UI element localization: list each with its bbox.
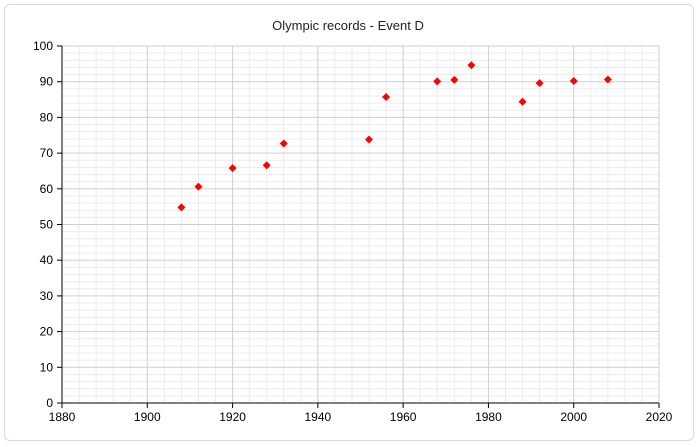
data-point xyxy=(569,76,578,85)
y-tick-label: 60 xyxy=(40,182,54,196)
data-point xyxy=(450,75,459,84)
x-tick-label: 1900 xyxy=(134,410,161,424)
x-tick-label: 1960 xyxy=(390,410,417,424)
data-points xyxy=(177,61,612,212)
y-tick-label: 10 xyxy=(40,360,54,374)
y-tick-label: 50 xyxy=(40,218,54,232)
chart-title: Olympic records - Event D xyxy=(272,18,424,33)
data-point xyxy=(467,61,476,70)
grid xyxy=(62,45,660,403)
data-point xyxy=(177,203,186,212)
x-tick-label: 2000 xyxy=(560,410,587,424)
data-point xyxy=(262,161,271,170)
data-point xyxy=(382,93,391,102)
y-tick-label: 0 xyxy=(46,396,53,410)
y-tick-label: 100 xyxy=(33,39,53,53)
data-point xyxy=(518,97,527,106)
y-tick-label: 30 xyxy=(40,289,54,303)
y-tick-label: 90 xyxy=(40,75,54,89)
y-tick-label: 20 xyxy=(40,325,54,339)
data-point xyxy=(279,139,288,148)
data-point xyxy=(228,164,237,173)
x-tick-label: 1880 xyxy=(49,410,76,424)
y-tick-label: 70 xyxy=(40,146,54,160)
data-point xyxy=(433,77,442,86)
data-point xyxy=(365,135,374,144)
chart-frame xyxy=(4,4,694,441)
y-tick-label: 80 xyxy=(40,110,54,124)
y-tick-label: 40 xyxy=(40,253,54,267)
data-point xyxy=(535,79,544,88)
data-point xyxy=(603,75,612,84)
x-tick-label: 1920 xyxy=(219,410,246,424)
x-tick-label: 2020 xyxy=(646,410,673,424)
data-point xyxy=(194,182,203,191)
tick-labels: 1880 1900 1920 1940 1960 1980 2000 2020 0 10 20 30 4… xyxy=(33,39,673,424)
x-tick-label: 1940 xyxy=(305,410,332,424)
x-tick-label: 1980 xyxy=(475,410,502,424)
axes xyxy=(57,45,660,408)
